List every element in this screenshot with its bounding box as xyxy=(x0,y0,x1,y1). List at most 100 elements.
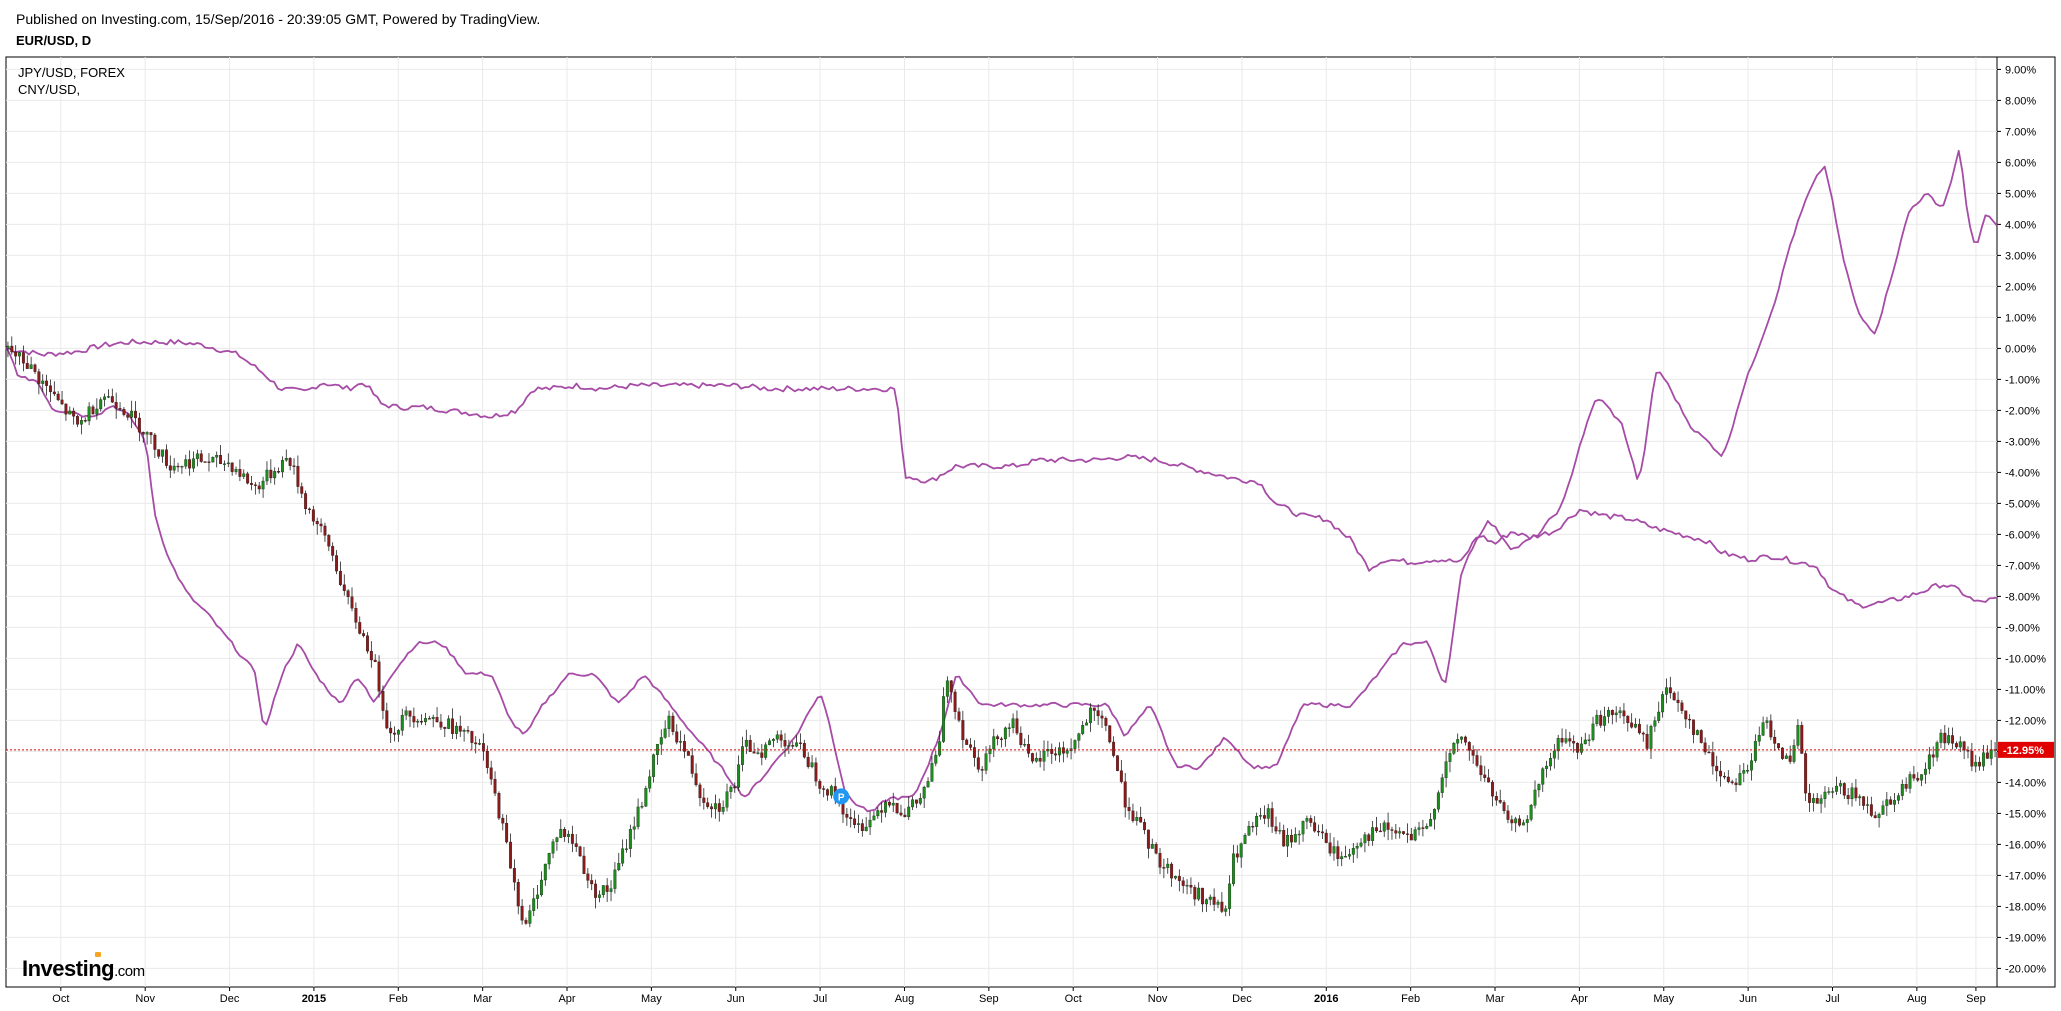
candle-body xyxy=(1255,816,1259,827)
candle-body xyxy=(52,391,56,395)
candle-body xyxy=(346,590,350,597)
candle-body xyxy=(1614,712,1618,716)
candle-body xyxy=(1150,844,1154,849)
candle-body xyxy=(1583,739,1587,745)
candle-body xyxy=(234,469,238,472)
candle-body xyxy=(373,659,377,662)
candle-body xyxy=(1011,718,1015,728)
candle-body xyxy=(1811,798,1815,803)
candle-body xyxy=(1804,753,1808,794)
candle-body xyxy=(1653,720,1657,727)
candle-body xyxy=(1900,784,1904,796)
candle-body xyxy=(1908,774,1912,789)
candle-body xyxy=(1823,791,1827,799)
candle-body xyxy=(659,737,663,745)
candle-body xyxy=(1757,735,1761,742)
candle-body xyxy=(903,814,907,818)
candle-body xyxy=(512,868,516,883)
candle-body xyxy=(1405,833,1409,835)
candle-body xyxy=(1139,817,1143,823)
candle-body xyxy=(1978,761,1982,767)
candle-body xyxy=(1479,765,1483,776)
candle-body xyxy=(965,739,969,745)
candle-body xyxy=(539,879,543,896)
candle-body xyxy=(1545,765,1549,769)
candle-body xyxy=(617,863,621,871)
candle-body xyxy=(1862,796,1866,806)
candle-body xyxy=(1777,743,1781,749)
candle-body xyxy=(91,406,95,415)
candle-body xyxy=(1274,826,1278,832)
candle-body xyxy=(1309,818,1313,823)
candle-body xyxy=(582,855,586,874)
candle-body xyxy=(679,741,683,743)
candle-body xyxy=(110,396,114,403)
candle-body xyxy=(1954,743,1958,748)
candle-body xyxy=(447,718,451,729)
candle-body xyxy=(79,420,83,425)
candle-body xyxy=(1154,844,1158,854)
candle-body xyxy=(721,807,725,812)
candle-body xyxy=(907,806,911,818)
candle-body xyxy=(33,364,37,372)
candle-body xyxy=(1603,716,1607,726)
candle-body xyxy=(872,815,876,821)
candle-body xyxy=(1931,754,1935,758)
y-tick-label: -9.00% xyxy=(2005,622,2040,634)
candle-body xyxy=(230,462,234,472)
candle-body xyxy=(1610,710,1614,716)
candle-body xyxy=(1649,726,1653,749)
candle-body xyxy=(219,454,223,465)
candle-body xyxy=(864,826,868,832)
candle-body xyxy=(1831,791,1835,793)
candle-body xyxy=(1135,817,1139,821)
candle-body xyxy=(72,410,76,417)
candle-body xyxy=(1958,741,1962,748)
candle-body xyxy=(1939,732,1943,743)
candle-body xyxy=(331,546,335,556)
x-tick-label: Oct xyxy=(1065,993,1082,1005)
candle-body xyxy=(1962,741,1966,751)
candle-body xyxy=(713,803,717,810)
candle-body xyxy=(563,829,567,837)
y-tick-label: -17.00% xyxy=(2005,870,2046,882)
candle-body xyxy=(1058,747,1061,756)
candle-body xyxy=(416,721,420,723)
y-tick-label: -4.00% xyxy=(2005,467,2040,479)
candle-body xyxy=(1920,774,1924,781)
candle-body xyxy=(1143,822,1146,831)
candle-body xyxy=(1765,720,1769,723)
candle-body xyxy=(1282,830,1286,847)
x-tick-label: Jul xyxy=(813,993,827,1005)
candle-body xyxy=(1564,738,1568,743)
candle-body xyxy=(1982,752,1985,767)
candle-body xyxy=(1421,827,1425,829)
candle-body xyxy=(520,905,524,921)
y-tick-label: 0.00% xyxy=(2005,343,2036,355)
candle-body xyxy=(172,465,176,471)
candle-body xyxy=(1104,718,1108,726)
candle-body xyxy=(1088,707,1092,724)
candle-body xyxy=(443,727,447,729)
candle-body xyxy=(1722,775,1726,778)
y-tick-label: -12.00% xyxy=(2005,715,2046,727)
candle-body xyxy=(114,402,118,409)
candle-body xyxy=(1328,842,1332,854)
candle-body xyxy=(911,799,915,808)
candle-body xyxy=(1413,829,1417,841)
candle-body xyxy=(199,453,203,462)
candle-body xyxy=(103,396,107,400)
candle-body xyxy=(1680,702,1684,711)
y-tick-label: 4.00% xyxy=(2005,219,2036,231)
candle-body xyxy=(1402,831,1406,834)
x-tick-label: Dec xyxy=(1232,993,1252,1005)
candle-body xyxy=(1665,687,1668,695)
candle-body xyxy=(350,596,354,609)
candle-body xyxy=(280,460,284,473)
candle-body xyxy=(1630,722,1634,728)
candle-body xyxy=(938,741,942,756)
candle-body xyxy=(621,848,625,864)
investing-logo[interactable]: Investing.com xyxy=(22,952,145,982)
candle-body xyxy=(149,432,153,436)
